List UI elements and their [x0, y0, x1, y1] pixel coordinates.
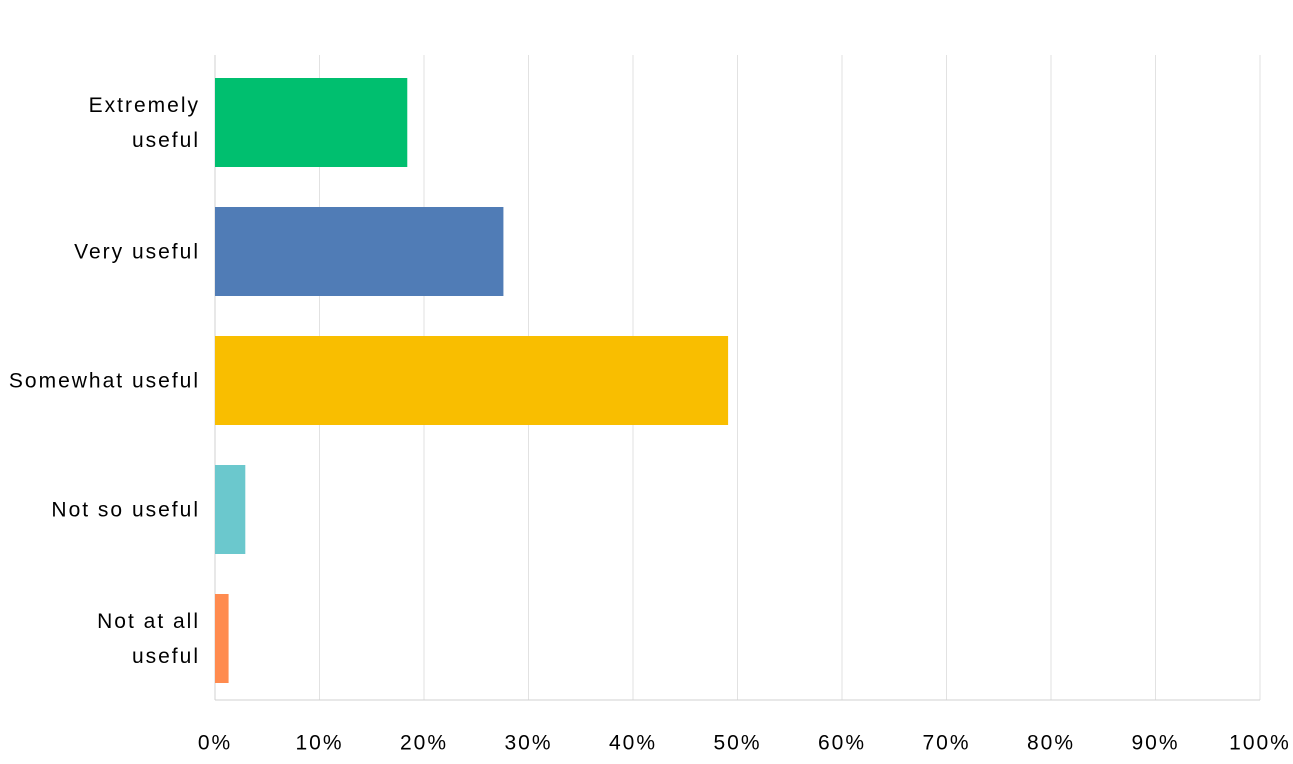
y-tick-label: Not so useful	[51, 498, 200, 521]
y-tick-label: Very useful	[74, 240, 200, 263]
y-tick-label: Somewhat useful	[8, 369, 200, 392]
x-tick-label: 100%	[1229, 731, 1291, 755]
x-tick-label: 40%	[608, 731, 658, 755]
x-tick-label: 10%	[295, 731, 344, 755]
bar	[215, 594, 229, 683]
x-tick-label: 60%	[817, 731, 867, 755]
x-tick-label: 90%	[1131, 731, 1180, 755]
y-tick-label: Extremely useful	[88, 93, 200, 152]
x-tick-label: 0%	[197, 731, 233, 755]
x-tick-label: 20%	[399, 731, 449, 755]
x-tick-label: 70%	[922, 731, 971, 755]
bar	[215, 465, 246, 554]
x-tick-label: 30%	[504, 731, 553, 755]
bar	[215, 336, 729, 425]
bar	[215, 207, 504, 296]
x-tick-label: 80%	[1026, 731, 1076, 755]
bar	[215, 78, 408, 167]
x-tick-label: 50%	[713, 731, 762, 755]
y-tick-label: Not at all useful	[97, 609, 200, 668]
